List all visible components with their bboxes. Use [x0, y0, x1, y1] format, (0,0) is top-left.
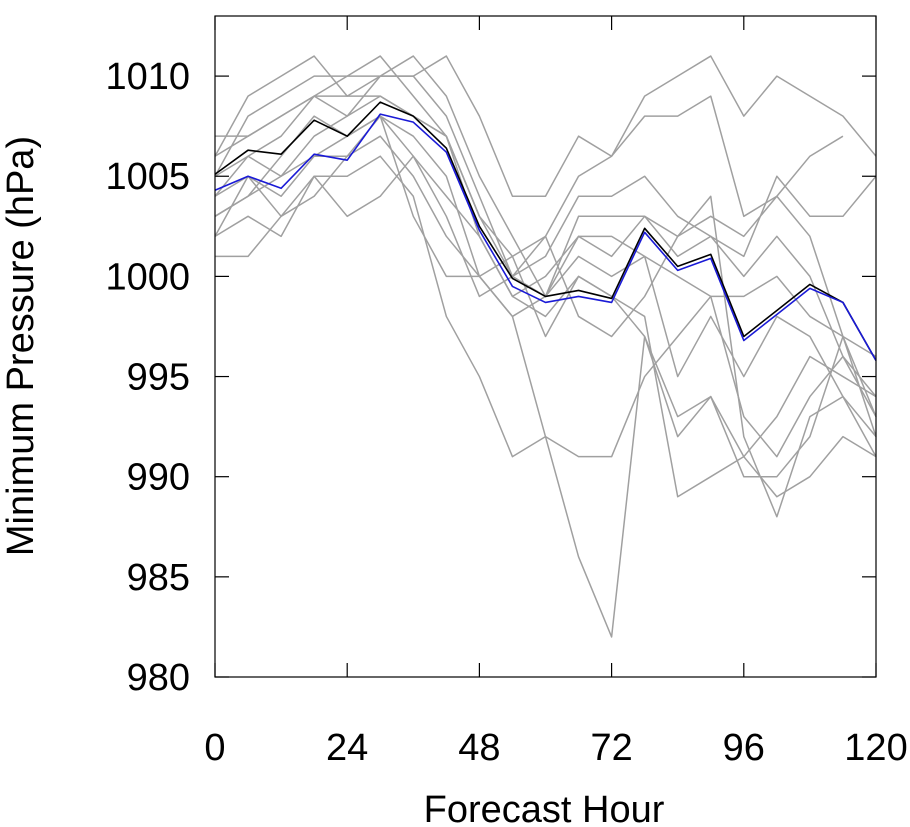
x-tick-label: 48	[458, 727, 500, 769]
blue-series-line	[214, 113, 877, 361]
ensemble-member-line	[214, 115, 877, 458]
y-tick-label: 995	[127, 357, 190, 399]
y-tick-label: 985	[127, 557, 190, 599]
ensemble-member-line	[214, 55, 877, 198]
x-tick-label: 0	[204, 727, 225, 769]
y-tick-label: 1010	[105, 56, 190, 98]
ensemble-member-line	[214, 55, 844, 258]
y-tick-label: 980	[127, 657, 190, 699]
axes-layer: 0 24 48 72 96 120 1010 1005 1000 995 990 985 980	[105, 15, 908, 769]
ensemble-member-line	[214, 115, 877, 638]
x-tick-label: 24	[326, 727, 368, 769]
y-axis-label: Minimum Pressure (hPa)	[0, 136, 42, 556]
x-axis-label: Forecast Hour	[424, 789, 665, 827]
x-tick-label: 96	[723, 727, 765, 769]
y-tick-label: 990	[127, 457, 190, 499]
plot-frame	[214, 15, 877, 678]
y-tick-label: 1000	[105, 256, 190, 298]
x-tick-label: 72	[590, 727, 632, 769]
ensemble-member-line	[215, 75, 877, 278]
ensemble-member-line	[214, 155, 877, 458]
y-tick-label: 1005	[105, 156, 190, 198]
ensemble-member-line	[214, 95, 877, 417]
series-layer	[214, 55, 877, 638]
ensemble-member-line	[215, 135, 877, 498]
x-tick-label: 120	[844, 727, 907, 769]
ensemble-member-line	[214, 155, 877, 518]
ensemble-member-line	[214, 95, 877, 398]
black-series-line	[214, 101, 877, 361]
